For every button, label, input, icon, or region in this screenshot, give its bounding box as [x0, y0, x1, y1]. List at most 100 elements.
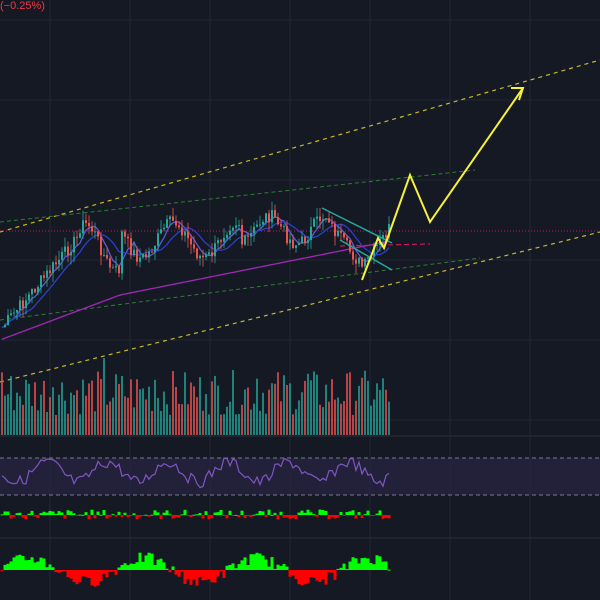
volume-bar: [250, 409, 252, 435]
candle-body: [241, 224, 243, 245]
osc-bar-bottom: [264, 559, 268, 570]
volume-bar: [196, 397, 198, 435]
osc-bar-top: [126, 515, 130, 518]
volume-bar: [382, 378, 384, 435]
volume-bar: [388, 401, 390, 435]
candle-body: [178, 225, 180, 228]
osc-bar-bottom: [282, 563, 286, 570]
osc-bar-top: [180, 514, 184, 516]
volume-bar: [346, 373, 348, 435]
candle-body: [145, 254, 147, 258]
osc-bar-top: [246, 515, 250, 517]
osc-bar-top: [156, 512, 160, 515]
candle-body: [292, 239, 294, 248]
candle-body: [154, 245, 156, 253]
candle-body: [139, 257, 141, 262]
osc-bar-bottom: [15, 555, 19, 570]
osc-bar-bottom: [360, 558, 364, 570]
osc-bar-top: [144, 514, 148, 516]
osc-bar-bottom: [351, 557, 355, 570]
candle-body: [244, 235, 246, 245]
osc-bar-bottom: [75, 570, 79, 585]
volume-bar: [325, 384, 327, 435]
osc-bar-bottom: [54, 570, 58, 573]
volume-bar: [289, 383, 291, 435]
candle-body: [100, 236, 102, 256]
volume-bar: [163, 391, 165, 435]
osc-bar-top: [171, 515, 175, 519]
volume-bar: [283, 375, 285, 435]
volume-bar: [40, 394, 42, 435]
candle-body: [109, 258, 111, 268]
volume-bar: [61, 382, 63, 435]
volume-bar: [190, 382, 192, 435]
osc-bar-top: [159, 515, 163, 519]
candle-body: [76, 236, 78, 238]
candle-body: [133, 249, 135, 256]
candle-body: [253, 226, 255, 234]
candle-body: [10, 313, 12, 316]
volume-bars: [0, 358, 600, 437]
osc-bar-bottom: [204, 570, 208, 581]
volume-bar: [130, 379, 132, 435]
candle-body: [283, 226, 285, 228]
candle-body: [211, 252, 213, 257]
volume-bar: [241, 404, 243, 435]
osc-bar-top: [111, 514, 115, 516]
candle-body: [94, 231, 96, 233]
osc-bar-bottom: [303, 570, 307, 585]
candle-body: [52, 262, 54, 274]
osc-bar-bottom: [237, 564, 241, 570]
volume-bar: [214, 375, 216, 435]
volume-bar: [67, 413, 69, 435]
volume-bar: [223, 414, 225, 435]
osc-bar-bottom: [276, 564, 280, 570]
volume-bar: [16, 392, 18, 435]
osc-bar-bottom: [246, 565, 250, 570]
osc-bar-bottom: [90, 570, 94, 586]
candle-body: [49, 270, 51, 274]
volume-bar: [304, 380, 306, 435]
candlesticks[interactable]: [4, 201, 390, 328]
candle-body: [4, 324, 6, 328]
osc-bar-bottom: [33, 562, 37, 570]
volume-bar: [103, 358, 105, 435]
osc-bar-top: [306, 509, 310, 515]
osc-bar-top: [297, 512, 301, 515]
volume-bar: [97, 371, 99, 435]
osc-bar-bottom: [9, 561, 13, 570]
candle-body: [46, 270, 48, 278]
volume-bar: [106, 404, 108, 435]
osc-bar-bottom: [84, 570, 88, 577]
volume-bar: [265, 413, 267, 435]
osc-bar-bottom: [147, 552, 151, 570]
candle-body: [157, 233, 159, 246]
volume-bar: [148, 386, 150, 435]
candle-body: [67, 246, 69, 256]
osc-bar-top: [273, 512, 277, 515]
candle-body: [181, 227, 183, 236]
volume-bar: [82, 379, 84, 435]
candle-body: [187, 231, 189, 239]
osc-bar-bottom: [186, 570, 190, 579]
osc-bar-top: [315, 515, 319, 517]
osc-bar-top: [261, 511, 265, 515]
volume-bar: [154, 379, 156, 435]
volume-bar: [208, 414, 210, 435]
osc-bar-bottom: [243, 557, 247, 570]
volume-bar: [142, 388, 144, 435]
candle-body: [208, 252, 210, 255]
volume-bar: [136, 379, 138, 435]
osc-bar-top: [336, 515, 340, 518]
osc-bar-bottom: [165, 568, 169, 570]
osc-bar-bottom: [24, 560, 28, 570]
volume-bar: [298, 400, 300, 435]
volume-bar: [88, 383, 90, 435]
osc-bar-bottom: [348, 561, 352, 570]
candle-body: [238, 224, 240, 226]
osc-bar-top: [42, 511, 46, 515]
osc-bar-bottom: [210, 570, 214, 583]
volume-bar: [229, 401, 231, 435]
